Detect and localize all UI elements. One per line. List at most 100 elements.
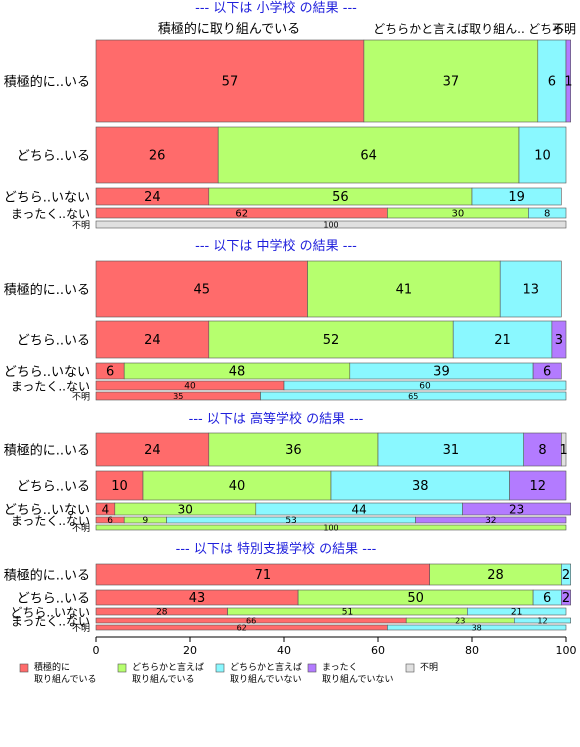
bar-segment bbox=[528, 207, 567, 219]
bar-segment bbox=[95, 470, 144, 501]
data-label: 8 bbox=[544, 209, 550, 220]
data-label: 24 bbox=[144, 190, 161, 205]
data-label: 100 bbox=[323, 220, 338, 229]
bar-segment bbox=[532, 362, 562, 380]
legend-swatch bbox=[215, 663, 225, 673]
bar-segment bbox=[471, 187, 562, 206]
data-label: 45 bbox=[193, 283, 210, 298]
row-label: どちら..いない bbox=[4, 503, 90, 518]
legend-label: 不明 bbox=[420, 662, 438, 673]
data-label: 21 bbox=[494, 333, 511, 348]
data-label: 30 bbox=[452, 209, 465, 220]
data-label: 40 bbox=[229, 479, 246, 494]
data-label: 10 bbox=[111, 479, 128, 494]
data-label: 50 bbox=[407, 591, 424, 606]
x-tick-label: 40 bbox=[277, 644, 291, 657]
top-column-label: どちらかと言えば取り組ん.. bbox=[373, 22, 525, 36]
panel-title: --- 以下は 特別支援学校 の結果 --- bbox=[176, 541, 377, 557]
data-label: 3 bbox=[555, 333, 563, 348]
legend-label: 取り組んでいない bbox=[322, 673, 394, 685]
data-label: 1 bbox=[560, 443, 568, 458]
top-column-label: 不明 bbox=[552, 22, 576, 36]
bar-segment bbox=[95, 320, 210, 359]
row-label: まったく..ない bbox=[11, 207, 90, 221]
data-label: 6 bbox=[106, 365, 114, 380]
data-label: 2 bbox=[562, 568, 570, 583]
bar-segment bbox=[560, 563, 571, 586]
bar-segment bbox=[415, 516, 567, 524]
data-label: 23 bbox=[455, 616, 465, 625]
bar-segment bbox=[462, 502, 572, 516]
data-label: 62 bbox=[235, 209, 248, 220]
data-label: 6 bbox=[548, 75, 556, 90]
data-label: 53 bbox=[285, 516, 296, 526]
bar-segment bbox=[208, 320, 454, 359]
bar-segment bbox=[283, 380, 567, 391]
row-label: 不明 bbox=[72, 523, 90, 534]
data-label: 100 bbox=[323, 523, 338, 532]
data-label: 9 bbox=[142, 516, 148, 526]
data-label: 2 bbox=[562, 591, 570, 606]
x-tick-label: 60 bbox=[371, 644, 385, 657]
data-label: 35 bbox=[173, 392, 183, 401]
legend-swatch bbox=[405, 663, 415, 673]
data-label: 37 bbox=[443, 75, 460, 90]
bar-segment bbox=[260, 391, 567, 401]
data-label: 66 bbox=[246, 616, 256, 625]
panel-title: --- 以下は 中学校 の結果 --- bbox=[195, 238, 357, 254]
data-label: 38 bbox=[412, 479, 429, 494]
legend-swatch bbox=[19, 663, 29, 673]
data-label: 57 bbox=[222, 75, 239, 90]
bar-segment bbox=[377, 432, 524, 467]
data-label: 23 bbox=[509, 502, 524, 516]
data-label: 41 bbox=[396, 283, 413, 298]
data-label: 52 bbox=[323, 333, 340, 348]
data-label: 40 bbox=[184, 382, 196, 392]
row-label: どちら..いる bbox=[17, 333, 90, 348]
row-label: 積極的に..いる bbox=[4, 567, 90, 583]
legend-label: 取り組んでいない bbox=[230, 673, 302, 685]
top-column-label: どちら.. bbox=[528, 22, 572, 36]
data-label: 13 bbox=[522, 283, 539, 298]
row-label: どちら..いる bbox=[17, 479, 90, 494]
data-label: 62 bbox=[237, 623, 247, 632]
data-label: 21 bbox=[511, 608, 522, 618]
row-label: まったく..ない bbox=[11, 614, 90, 628]
data-label: 6 bbox=[543, 365, 551, 380]
data-label: 36 bbox=[285, 443, 302, 458]
data-label: 12 bbox=[537, 616, 547, 625]
row-label: 不明 bbox=[72, 391, 90, 402]
data-label: 51 bbox=[342, 608, 353, 618]
bar-segment bbox=[513, 617, 571, 624]
legend-label: 積極的に bbox=[34, 661, 70, 673]
x-tick-label: 20 bbox=[183, 644, 197, 657]
data-label: 32 bbox=[485, 516, 496, 526]
bar-segment bbox=[560, 589, 571, 606]
data-label: 26 bbox=[149, 149, 166, 164]
data-label: 24 bbox=[144, 333, 161, 348]
bar-segment bbox=[95, 524, 567, 531]
data-label: 30 bbox=[178, 502, 193, 516]
legend-label: どちらかと言えば bbox=[132, 661, 204, 673]
panel-title: --- 以下は 高等学校 の結果 --- bbox=[189, 411, 364, 427]
data-label: 48 bbox=[229, 365, 246, 380]
legend-label: 取り組んでいる bbox=[132, 673, 195, 685]
legend-swatch bbox=[117, 663, 127, 673]
data-label: 71 bbox=[255, 568, 272, 583]
bar-segment bbox=[217, 126, 520, 184]
data-label: 43 bbox=[189, 591, 206, 606]
data-label: 1 bbox=[564, 75, 572, 90]
bar-segment bbox=[387, 624, 567, 631]
row-label: 不明 bbox=[72, 220, 90, 231]
data-label: 10 bbox=[534, 149, 551, 164]
row-label: どちら..いない bbox=[4, 190, 90, 205]
row-label: 積極的に..いる bbox=[4, 74, 90, 90]
legend-label: まったく bbox=[322, 662, 358, 673]
bar-segment bbox=[466, 607, 567, 616]
legend-label: どちらかと言えば bbox=[230, 661, 302, 673]
bar-segment bbox=[565, 39, 571, 123]
bar-segment bbox=[560, 432, 567, 467]
bar-segment bbox=[330, 470, 510, 501]
row-label: どちら..いない bbox=[4, 365, 90, 380]
